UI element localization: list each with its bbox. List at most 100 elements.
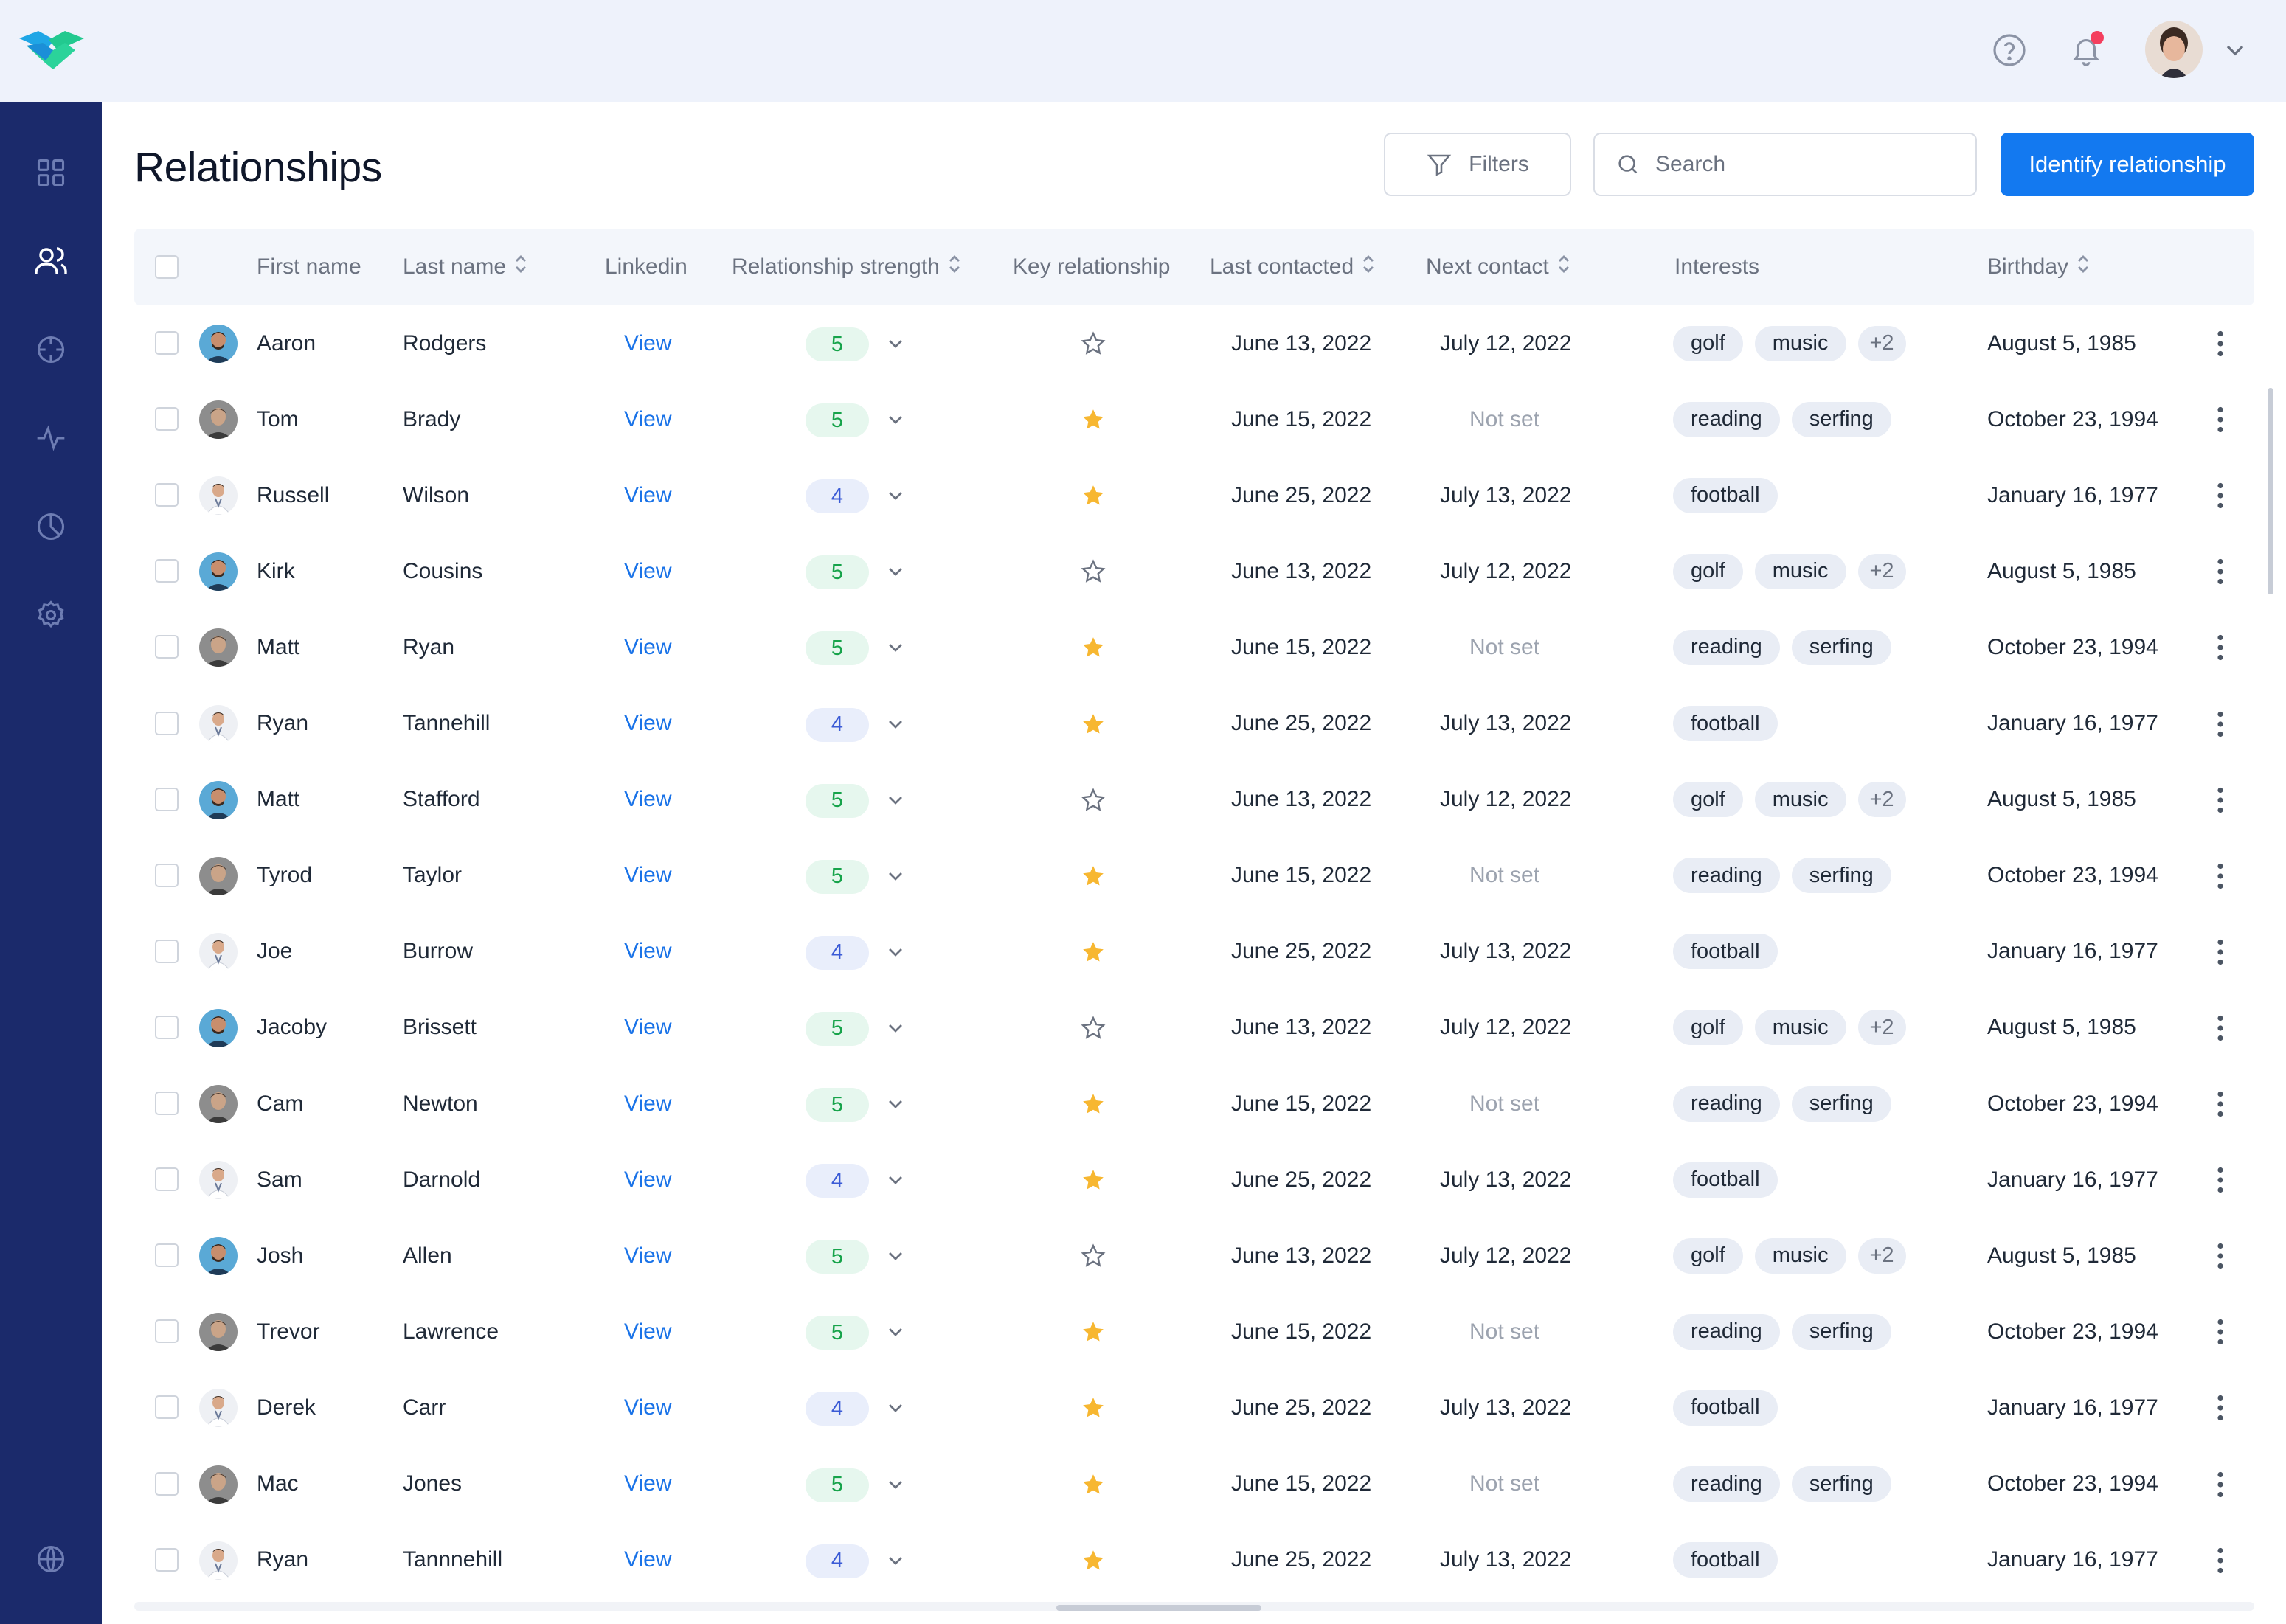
strength-dropdown-chevron-icon[interactable] bbox=[884, 1168, 907, 1192]
vertical-scrollbar-thumb[interactable] bbox=[2268, 388, 2273, 594]
table-row[interactable]: Ryan Tannnehill View 4 June 25, 2022 July 13,… bbox=[134, 1522, 2254, 1598]
row-checkbox[interactable] bbox=[155, 1319, 179, 1344]
bell-icon[interactable] bbox=[2065, 30, 2107, 71]
users-icon[interactable] bbox=[30, 240, 72, 282]
strength-dropdown-chevron-icon[interactable] bbox=[884, 1473, 907, 1496]
strength-dropdown-chevron-icon[interactable] bbox=[884, 788, 907, 812]
strength-dropdown-chevron-icon[interactable] bbox=[884, 1396, 907, 1420]
more-interests-chip[interactable]: +2 bbox=[1857, 1010, 1906, 1046]
more-options-icon[interactable] bbox=[2206, 1241, 2235, 1271]
linkedin-view-link[interactable]: View bbox=[624, 482, 672, 507]
linkedin-view-link[interactable]: View bbox=[624, 406, 672, 431]
row-checkbox[interactable] bbox=[155, 331, 179, 355]
star-filled-icon[interactable] bbox=[1080, 711, 1106, 738]
table-row[interactable]: Cam Newton View 5 June 15, 2022 Not set readin… bbox=[134, 1066, 2254, 1142]
table-row[interactable]: Sam Darnold View 4 June 25, 2022 July 13, 202… bbox=[134, 1142, 2254, 1218]
star-outline-icon[interactable] bbox=[1080, 558, 1106, 585]
select-all-checkbox[interactable] bbox=[155, 255, 179, 279]
star-filled-icon[interactable] bbox=[1080, 634, 1106, 661]
linkedin-view-link[interactable]: View bbox=[624, 558, 672, 583]
activity-icon[interactable] bbox=[30, 417, 72, 459]
row-checkbox[interactable] bbox=[155, 1547, 179, 1572]
star-outline-icon[interactable] bbox=[1080, 330, 1106, 357]
row-checkbox[interactable] bbox=[155, 939, 179, 963]
row-checkbox[interactable] bbox=[155, 711, 179, 735]
star-filled-icon[interactable] bbox=[1080, 1547, 1106, 1574]
header-last-name[interactable]: Last name bbox=[403, 229, 528, 305]
more-options-icon[interactable] bbox=[2206, 1165, 2235, 1195]
header-strength[interactable]: Relationship strength bbox=[732, 229, 962, 305]
strength-dropdown-chevron-icon[interactable] bbox=[884, 1244, 907, 1268]
horizontal-scrollbar-thumb[interactable] bbox=[1056, 1605, 1261, 1611]
linkedin-view-link[interactable]: View bbox=[624, 1091, 672, 1116]
row-checkbox[interactable] bbox=[155, 863, 179, 887]
table-row[interactable]: Kirk Cousins View 5 June 13, 2022 July 12, 20… bbox=[134, 533, 2254, 609]
table-row[interactable]: Matt Stafford View 5 June 13, 2022 July 12, 2… bbox=[134, 762, 2254, 838]
linkedin-view-link[interactable]: View bbox=[624, 1471, 672, 1496]
row-checkbox[interactable] bbox=[155, 1015, 179, 1039]
star-filled-icon[interactable] bbox=[1080, 1091, 1106, 1117]
more-options-icon[interactable] bbox=[2206, 405, 2235, 434]
linkedin-view-link[interactable]: View bbox=[624, 711, 672, 735]
linkedin-view-link[interactable]: View bbox=[624, 634, 672, 659]
more-interests-chip[interactable]: +2 bbox=[1857, 1238, 1906, 1274]
row-checkbox[interactable] bbox=[155, 559, 179, 583]
gear-icon[interactable] bbox=[30, 594, 72, 636]
star-outline-icon[interactable] bbox=[1080, 1015, 1106, 1041]
help-icon[interactable] bbox=[1989, 30, 2030, 71]
row-checkbox[interactable] bbox=[155, 1471, 179, 1496]
linkedin-view-link[interactable]: View bbox=[624, 1395, 672, 1420]
table-row[interactable]: Ryan Tannehill View 4 June 25, 2022 July 13, … bbox=[134, 686, 2254, 762]
more-options-icon[interactable] bbox=[2206, 1470, 2235, 1499]
more-options-icon[interactable] bbox=[2206, 937, 2235, 967]
filters-button[interactable]: Filters bbox=[1384, 133, 1571, 196]
linkedin-view-link[interactable]: View bbox=[624, 1319, 672, 1344]
table-row[interactable]: Derek Carr View 4 June 25, 2022 July 13, 2022… bbox=[134, 1370, 2254, 1446]
strength-dropdown-chevron-icon[interactable] bbox=[884, 560, 907, 583]
table-row[interactable]: Tom Brady View 5 June 15, 2022 Not set reading… bbox=[134, 381, 2254, 457]
more-options-icon[interactable] bbox=[2206, 557, 2235, 586]
table-row[interactable]: Russell Wilson View 4 June 25, 2022 July 13, … bbox=[134, 457, 2254, 533]
star-filled-icon[interactable] bbox=[1080, 1167, 1106, 1193]
star-filled-icon[interactable] bbox=[1080, 482, 1106, 509]
more-options-icon[interactable] bbox=[2206, 481, 2235, 510]
row-checkbox[interactable] bbox=[155, 1395, 179, 1420]
linkedin-view-link[interactable]: View bbox=[624, 863, 672, 888]
strength-dropdown-chevron-icon[interactable] bbox=[884, 484, 907, 507]
star-outline-icon[interactable] bbox=[1080, 787, 1106, 813]
strength-dropdown-chevron-icon[interactable] bbox=[884, 1320, 907, 1344]
strength-dropdown-chevron-icon[interactable] bbox=[884, 712, 907, 736]
more-options-icon[interactable] bbox=[2206, 709, 2235, 739]
linkedin-view-link[interactable]: View bbox=[624, 330, 672, 355]
strength-dropdown-chevron-icon[interactable] bbox=[884, 408, 907, 431]
identify-relationship-button[interactable]: Identify relationship bbox=[2001, 133, 2254, 196]
more-options-icon[interactable] bbox=[2206, 1546, 2235, 1575]
more-options-icon[interactable] bbox=[2206, 1317, 2235, 1347]
linkedin-view-link[interactable]: View bbox=[624, 1167, 672, 1192]
more-interests-chip[interactable]: +2 bbox=[1857, 325, 1906, 361]
avatar[interactable] bbox=[2145, 21, 2203, 78]
more-options-icon[interactable] bbox=[2206, 329, 2235, 358]
strength-dropdown-chevron-icon[interactable] bbox=[884, 332, 907, 355]
more-options-icon[interactable] bbox=[2206, 1089, 2235, 1119]
more-options-icon[interactable] bbox=[2206, 1013, 2235, 1043]
header-next-contact[interactable]: Next contact bbox=[1426, 229, 1571, 305]
table-row[interactable]: Joe Burrow View 4 June 25, 2022 July 13, 2022… bbox=[134, 914, 2254, 990]
star-filled-icon[interactable] bbox=[1080, 1471, 1106, 1498]
table-row[interactable]: Tyrod Taylor View 5 June 15, 2022 Not set read… bbox=[134, 838, 2254, 914]
star-filled-icon[interactable] bbox=[1080, 406, 1106, 433]
more-interests-chip[interactable]: +2 bbox=[1857, 782, 1906, 818]
globe-icon[interactable] bbox=[30, 1538, 72, 1580]
search-input[interactable] bbox=[1655, 152, 1950, 177]
strength-dropdown-chevron-icon[interactable] bbox=[884, 940, 907, 964]
row-checkbox[interactable] bbox=[155, 483, 179, 507]
table-row[interactable]: Josh Allen View 5 June 13, 2022 July 12, 2022… bbox=[134, 1218, 2254, 1294]
row-checkbox[interactable] bbox=[155, 407, 179, 431]
table-row[interactable]: Trevor Lawrence View 5 June 15, 2022 Not set r… bbox=[134, 1294, 2254, 1370]
more-options-icon[interactable] bbox=[2206, 785, 2235, 815]
linkedin-view-link[interactable]: View bbox=[624, 1015, 672, 1040]
more-options-icon[interactable] bbox=[2206, 861, 2235, 891]
row-checkbox[interactable] bbox=[155, 1167, 179, 1192]
row-checkbox[interactable] bbox=[155, 787, 179, 811]
row-checkbox[interactable] bbox=[155, 635, 179, 659]
